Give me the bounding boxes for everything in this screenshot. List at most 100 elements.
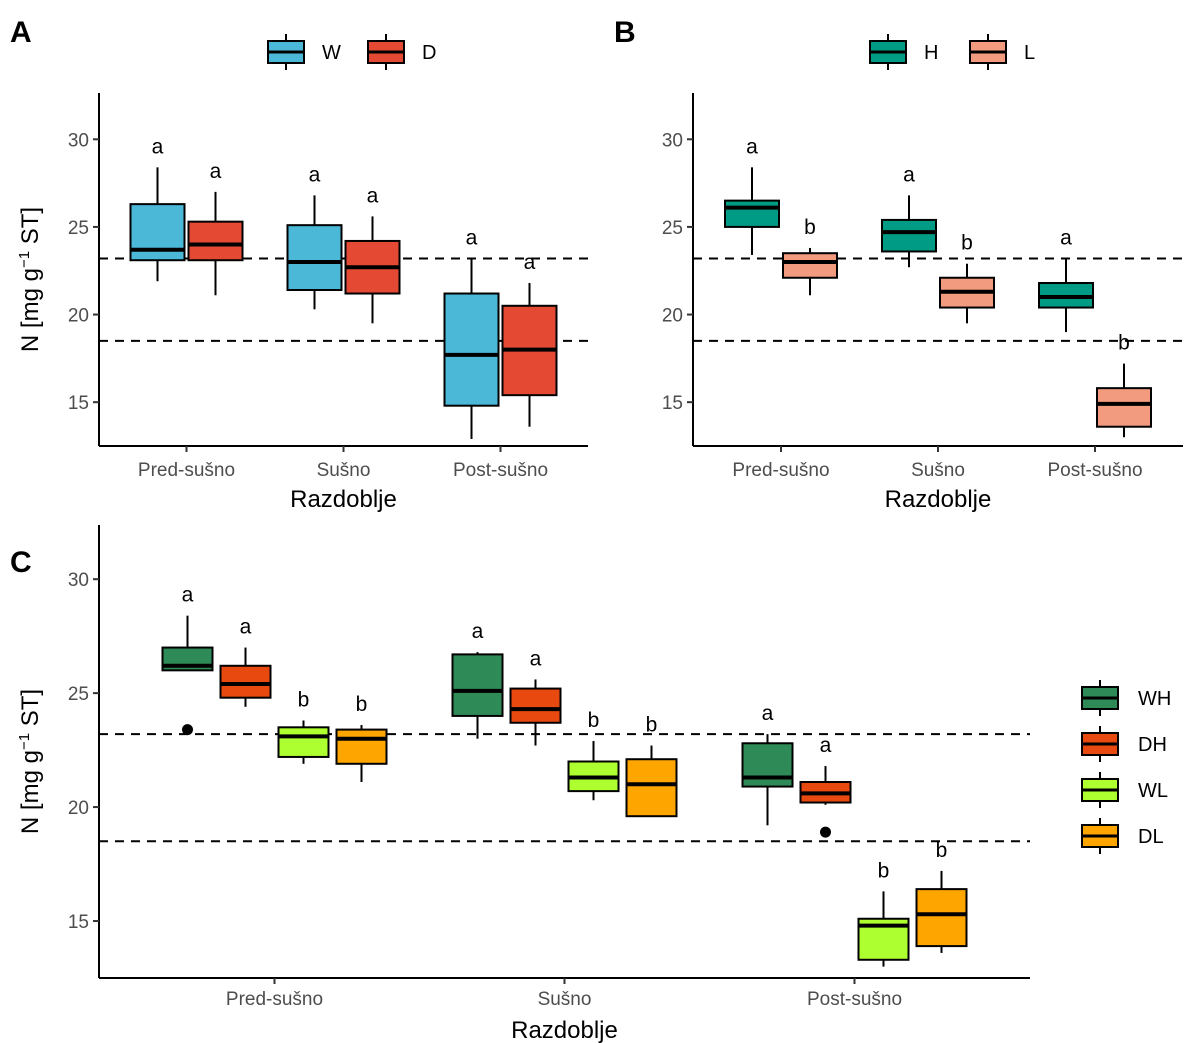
- box-dh-1: a: [509, 647, 562, 746]
- x-axis-title: Razdoblje: [290, 486, 397, 513]
- box-body: [881, 218, 937, 253]
- box-body: [509, 687, 562, 724]
- box-body: [277, 726, 330, 758]
- box-h-1: a: [881, 163, 937, 268]
- y-axis-title: N [mg g−1 ST]: [16, 689, 44, 834]
- significance-letter: a: [182, 584, 194, 607]
- box-w-1: a: [286, 163, 343, 310]
- box-wl-0: b: [277, 688, 330, 764]
- outlier-point: [182, 724, 193, 736]
- y-tick-label: 25: [662, 218, 683, 239]
- y-tick-label: 15: [662, 393, 683, 414]
- significance-letter: a: [820, 734, 832, 757]
- y-tick-label: 15: [68, 912, 89, 933]
- significance-letter: a: [367, 184, 379, 207]
- y-tick-label: 15: [68, 393, 89, 414]
- significance-letter: a: [1060, 226, 1072, 249]
- y-axis-title: N [mg g−1 ST]: [16, 207, 44, 352]
- box-body: [451, 653, 504, 717]
- significance-letter: b: [878, 859, 890, 882]
- box-l-0: b: [782, 216, 838, 296]
- box-dh-0: a: [219, 616, 272, 707]
- x-tick-label: Pred-sušno: [226, 989, 323, 1010]
- significance-letter: b: [298, 688, 310, 711]
- legend-item-dh: DH: [1081, 726, 1167, 762]
- legend-label: WL: [1138, 780, 1168, 802]
- box-w-2: a: [443, 226, 500, 439]
- box-l-1: b: [939, 232, 995, 324]
- legend-item-wl: WL: [1081, 772, 1168, 808]
- x-axis-title: Razdoblje: [511, 1017, 618, 1043]
- legend-key: [367, 34, 405, 70]
- box-d-0: a: [187, 160, 244, 296]
- x-tick-label: Post-sušno: [453, 460, 548, 481]
- significance-letter: a: [524, 251, 536, 274]
- significance-letter: a: [530, 647, 542, 670]
- y-tick-label: 30: [68, 570, 89, 591]
- legend-key: [1081, 818, 1119, 854]
- box-wh-2: a: [741, 702, 794, 826]
- significance-letter: a: [472, 620, 484, 643]
- legend-label: D: [422, 42, 436, 64]
- box-body: [187, 220, 244, 262]
- x-tick-label: Sušno: [911, 460, 965, 481]
- significance-letter: b: [646, 714, 658, 737]
- box-body: [219, 664, 272, 699]
- box-body: [625, 758, 678, 818]
- legend-item-l: L: [969, 34, 1035, 70]
- panel-letter: A: [10, 16, 32, 49]
- significance-letter: b: [804, 216, 816, 239]
- legend-label: WH: [1138, 688, 1171, 710]
- box-body: [741, 742, 794, 788]
- box-dh-2: a: [799, 734, 852, 838]
- box-body: [129, 203, 186, 262]
- x-tick-label: Post-sušno: [1047, 460, 1142, 481]
- panel-letter: C: [10, 546, 32, 579]
- y-tick-label: 20: [68, 306, 89, 327]
- panel-b: Ba a a b b b 15 20 25 30 Pred-sušno Sušno Post-sušno…: [614, 16, 1183, 513]
- x-axis-title: Razdoblje: [885, 486, 992, 513]
- y-tick-label: 20: [662, 306, 683, 327]
- box-h-2: a: [1038, 226, 1094, 333]
- y-tick-label: 20: [68, 798, 89, 819]
- box-dl-0: b: [335, 693, 388, 783]
- significance-letter: b: [588, 709, 600, 732]
- legend-item-wh: WH: [1081, 680, 1171, 716]
- box-l-2: b: [1096, 332, 1152, 438]
- significance-letter: a: [240, 616, 252, 639]
- legend-label: W: [322, 42, 341, 64]
- significance-letter: b: [936, 839, 948, 862]
- significance-letter: a: [466, 226, 478, 249]
- panel-a: Aa a a a a a 15 20 25 30 Pred-sušno Sušno Post-sušno…: [10, 16, 588, 513]
- x-tick-label: Post-sušno: [807, 989, 902, 1010]
- box-body: [724, 199, 780, 228]
- x-tick-label: Pred-sušno: [732, 460, 829, 481]
- significance-letter: b: [1118, 332, 1130, 355]
- box-body: [443, 292, 500, 407]
- legend-label: DL: [1138, 826, 1164, 848]
- significance-letter: a: [903, 163, 915, 186]
- significance-letter: a: [152, 135, 164, 158]
- legend-item-dl: DL: [1081, 818, 1164, 854]
- y-tick-label: 30: [68, 130, 89, 151]
- box-body: [1096, 387, 1152, 428]
- box-w-0: a: [129, 135, 186, 282]
- panel-c: Ca a a a a a b b b b b b 15 20 25 30 Pred-sušno Sušno Post…: [10, 525, 1171, 1043]
- box-d-1: a: [344, 184, 401, 324]
- box-body: [915, 888, 968, 948]
- y-axis-title-part: N [mg g: [17, 750, 44, 834]
- box-h-0: a: [724, 135, 780, 255]
- legend-key: [267, 34, 305, 70]
- legend-item-d: D: [367, 34, 436, 70]
- significance-letter: a: [762, 702, 774, 725]
- x-tick-label: Sušno: [538, 989, 592, 1010]
- significance-letter: b: [961, 232, 973, 255]
- outlier-point: [820, 826, 831, 838]
- y-tick-label: 30: [662, 130, 683, 151]
- y-tick-label: 25: [68, 684, 89, 705]
- legend-key: [969, 34, 1007, 70]
- box-body: [286, 224, 343, 292]
